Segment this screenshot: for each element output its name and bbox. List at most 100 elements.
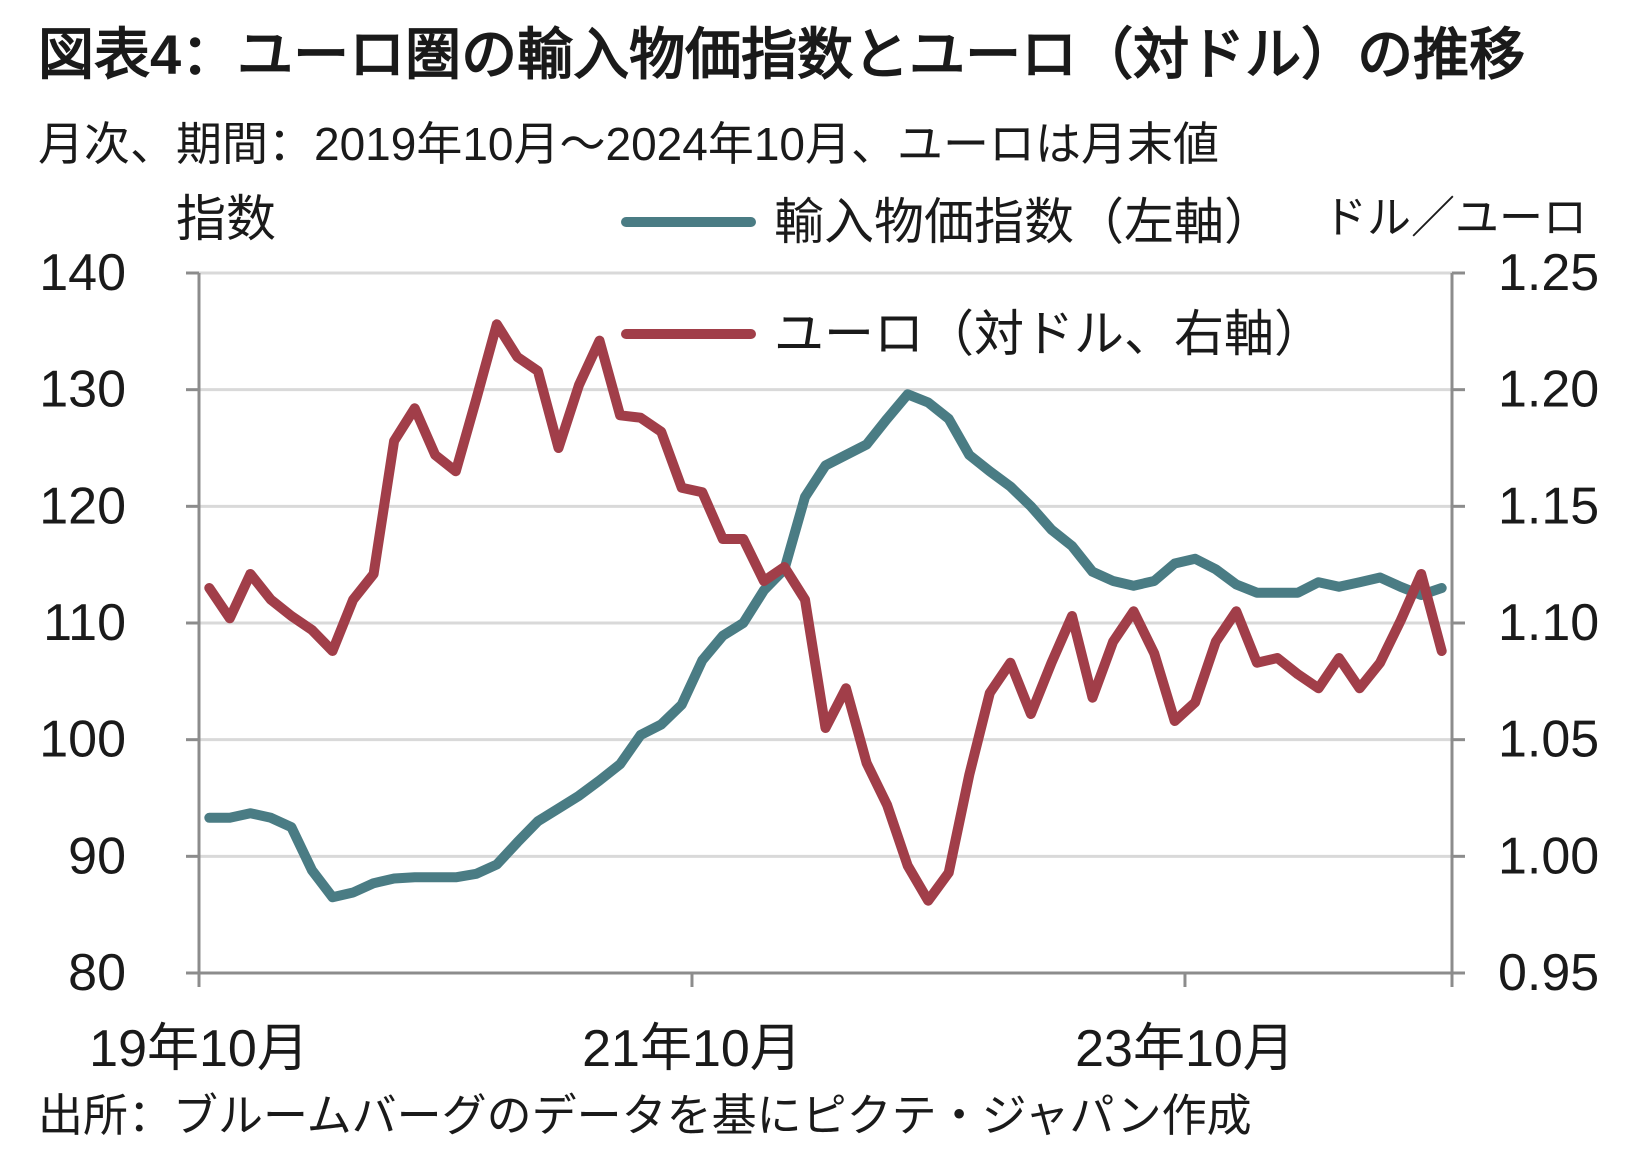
euro-usd-point <box>1130 607 1138 615</box>
y-left-axis-title: 指数 <box>176 191 276 247</box>
euro-usd-line <box>204 319 1447 906</box>
import-price-index-point <box>411 873 419 881</box>
euro-usd-point <box>924 897 932 905</box>
import-price-index-point <box>555 805 563 813</box>
y-left-tick-label: 140 <box>39 244 126 302</box>
euro-usd-point <box>575 381 583 389</box>
euro-usd-point <box>349 596 357 604</box>
chart-title: 図表4：ユーロ圏の輸入物価指数とユーロ（対ドル）の推移 <box>38 23 1526 86</box>
import-price-index-point <box>863 441 871 449</box>
euro-usd-point <box>883 801 891 809</box>
axes <box>197 273 1454 987</box>
import-price-index-point <box>1335 583 1343 591</box>
euro-usd-point <box>329 647 337 655</box>
y-right-tick-label: 1.00 <box>1498 827 1599 885</box>
euro-usd-point <box>1335 654 1343 662</box>
import-price-index-point <box>1171 560 1179 568</box>
import-price-index-point <box>616 760 624 768</box>
import-price-index-point <box>1150 577 1158 585</box>
euro-usd-point <box>1006 659 1014 667</box>
euro-usd-point <box>863 759 871 767</box>
y-left-tick-label: 80 <box>68 944 126 1002</box>
import-price-index-point <box>822 462 830 470</box>
euro-usd-point <box>1356 684 1364 692</box>
import-price-index-point <box>945 415 953 423</box>
import-price-index-point <box>1315 578 1323 586</box>
import-price-index-point <box>390 875 398 883</box>
import-price-index-point <box>883 415 891 423</box>
euro-usd-point <box>534 367 542 375</box>
euro-usd-point <box>555 444 563 452</box>
import-price-index-point <box>513 838 521 846</box>
import-price-index-point <box>431 873 439 881</box>
euro-usd-point <box>390 437 398 445</box>
euro-usd-point <box>822 724 830 732</box>
import-price-index-point <box>719 632 727 640</box>
import-price-index-point <box>596 777 604 785</box>
source-note: 出所：ブルームバーグのデータを基にピクテ・ジャパン作成 <box>38 1090 1252 1141</box>
import-price-index-point <box>637 731 645 739</box>
import-price-index-point <box>1212 565 1220 573</box>
euro-usd-point <box>657 428 665 436</box>
import-price-index-point <box>370 879 378 887</box>
euro-usd-point <box>1048 659 1056 667</box>
euro-usd-point <box>1027 710 1035 718</box>
import-price-index-point <box>1027 502 1035 510</box>
import-price-index-point <box>472 870 480 878</box>
import-price-index-point <box>1109 577 1117 585</box>
euro-usd-point <box>842 684 850 692</box>
x-tick-label: 21年10月 <box>582 1020 802 1078</box>
import-price-index-point <box>1048 526 1056 534</box>
import-price-index-point <box>842 451 850 459</box>
import-price-index-point <box>904 390 912 398</box>
euro-usd-point <box>205 584 213 592</box>
import-price-index-point <box>1438 584 1446 592</box>
euro-usd-point <box>1089 694 1097 702</box>
euro-usd-series <box>204 319 1447 906</box>
y-left-tick-label: 120 <box>39 477 126 535</box>
euro-usd-point <box>1376 659 1384 667</box>
euro-usd-point <box>698 488 706 496</box>
euro-usd-point <box>1294 670 1302 678</box>
euro-usd-point <box>1068 612 1076 620</box>
euro-usd-point <box>1171 717 1179 725</box>
import-price-index-point <box>575 792 583 800</box>
legend-label-import-price-index: 輸入物価指数（左軸） <box>774 194 1274 250</box>
euro-usd-point <box>246 570 254 578</box>
import-price-index-point <box>1294 589 1302 597</box>
y-left-tick-label: 130 <box>39 361 126 419</box>
import-price-index-point <box>534 817 542 825</box>
euro-usd-point <box>1109 638 1117 646</box>
y-left-tick-label: 90 <box>68 827 126 885</box>
import-price-index-point <box>1068 542 1076 550</box>
import-price-index-point <box>246 809 254 817</box>
euro-usd-point <box>637 414 645 422</box>
euro-usd-point <box>431 451 439 459</box>
euro-usd-point <box>1232 607 1240 615</box>
series <box>204 319 1447 906</box>
euro-usd-point <box>1150 649 1158 657</box>
euro-usd-point <box>1253 659 1261 667</box>
tick-labels: 140 130 120 110 100 90 80 1.25 1.20 1.15 1.10 1.05 1… <box>39 244 1599 1078</box>
import-price-index-point <box>657 721 665 729</box>
euro-usd-point <box>945 869 953 877</box>
import-price-index-point <box>308 866 316 874</box>
import-price-index-point <box>760 586 768 594</box>
euro-usd-point <box>986 689 994 697</box>
euro-usd-point <box>267 596 275 604</box>
x-tick-label: 19年10月 <box>89 1020 309 1078</box>
euro-usd-point <box>1315 684 1323 692</box>
import-price-index-point <box>1191 555 1199 563</box>
euro-usd-point <box>493 320 501 328</box>
y-right-tick-label: 1.25 <box>1498 244 1599 302</box>
euro-usd-point <box>616 411 624 419</box>
import-price-index-point <box>452 873 460 881</box>
euro-usd-point <box>596 337 604 345</box>
import-price-index-line <box>204 389 1447 903</box>
euro-usd-point <box>411 404 419 412</box>
import-price-index-point <box>493 861 501 869</box>
import-price-index-point <box>1356 578 1364 586</box>
y-right-tick-label: 0.95 <box>1498 944 1599 1002</box>
import-price-index-point <box>801 493 809 501</box>
